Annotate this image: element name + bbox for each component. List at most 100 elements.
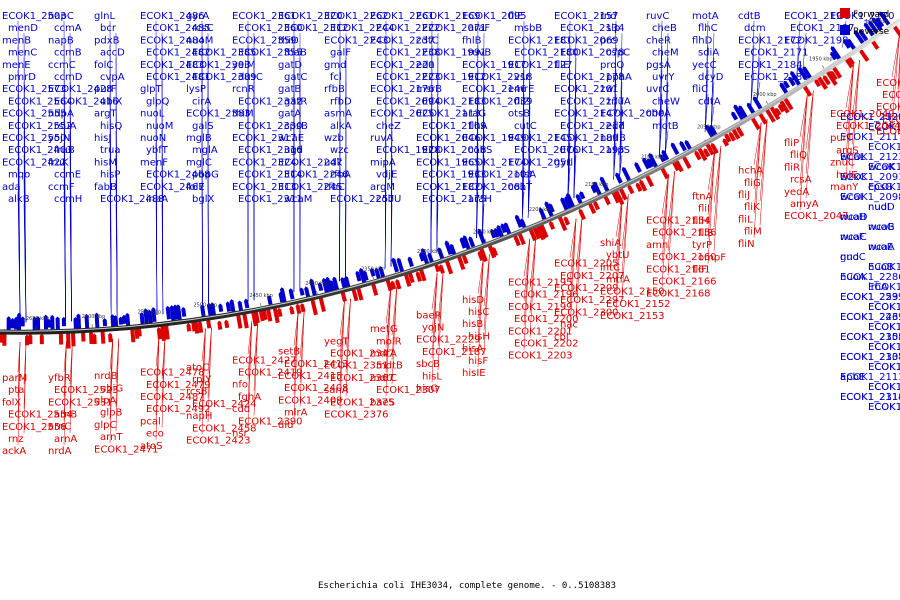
reverse-gene-label: wcaE bbox=[278, 133, 304, 144]
reverse-gene-label: gnd bbox=[840, 252, 859, 263]
reverse-gene-label: ECOK1_2069 bbox=[554, 35, 619, 46]
forward-gene-label: nrdA bbox=[48, 446, 72, 457]
reverse-gene-label: gatA bbox=[278, 109, 301, 120]
forward-gene-label: ECOK1_2202 bbox=[514, 339, 579, 350]
reverse-gene-label: ECOK1_2115 bbox=[868, 402, 900, 413]
reverse-gene-arrow bbox=[6, 316, 11, 332]
forward-gene-label: ECOK1_2196 bbox=[514, 290, 579, 301]
reverse-gene-label: araF bbox=[468, 23, 490, 34]
forward-gene-label: ECOK1_2351 bbox=[324, 361, 389, 372]
reverse-gene-arrow bbox=[599, 176, 610, 192]
scale-tick-label: 1950 kbp bbox=[809, 57, 833, 63]
reverse-gene-label: ugd bbox=[284, 145, 303, 156]
reverse-gene-arrow bbox=[288, 288, 295, 300]
scale-tick-label: 2000 kbp bbox=[753, 92, 777, 98]
reverse-gene-label: rsuA bbox=[54, 121, 77, 132]
scale-tick bbox=[653, 163, 656, 167]
reverse-gene-label: ECOK1_2046 bbox=[416, 133, 481, 144]
forward-gene-label: manY bbox=[830, 182, 859, 193]
forward-callout-line bbox=[431, 272, 438, 310]
reverse-gene-label: ECOK1_2290 bbox=[868, 282, 900, 293]
reverse-gene-arrow bbox=[304, 286, 311, 298]
reverse-gene-arrow bbox=[299, 287, 305, 296]
reverse-gene-label: ECOK1_2000 bbox=[600, 109, 665, 120]
forward-callout-line bbox=[109, 338, 113, 444]
reverse-gene-label: ECOK1_2102 bbox=[868, 362, 900, 373]
reverse-gene-label: ECOK1_2552 bbox=[8, 121, 73, 132]
reverse-gene-arrow bbox=[46, 318, 51, 328]
reverse-gene-arrow bbox=[139, 312, 145, 327]
forward-callout-line bbox=[759, 118, 768, 177]
reverse-gene-arrow bbox=[752, 96, 764, 112]
reverse-callout-line bbox=[710, 81, 715, 129]
reverse-callout-line bbox=[704, 69, 709, 132]
forward-callout-line bbox=[483, 254, 490, 307]
reverse-gene-label: argT bbox=[94, 109, 117, 120]
reverse-gene-label: ECOK1_2081 bbox=[462, 182, 527, 193]
reverse-gene-label: pmrD bbox=[8, 72, 36, 83]
reverse-callout-line bbox=[476, 191, 479, 238]
reverse-gene-label: ccmD bbox=[54, 72, 83, 83]
forward-gene-arrow bbox=[108, 332, 113, 343]
forward-callout-line bbox=[851, 60, 860, 169]
reverse-callout-line bbox=[619, 155, 623, 177]
reverse-gene-arrow bbox=[427, 252, 434, 263]
reverse-gene-arrow bbox=[621, 167, 632, 182]
reverse-callout-line bbox=[390, 203, 393, 267]
reverse-gene-label: eda bbox=[416, 60, 435, 71]
forward-callout-line bbox=[293, 311, 299, 346]
reverse-gene-label: pbpG bbox=[192, 170, 219, 181]
reverse-gene-label: ECOK1_1991 bbox=[422, 48, 487, 59]
reverse-gene-label: cobS bbox=[468, 145, 492, 156]
forward-callout-line bbox=[569, 218, 577, 258]
forward-callout-line bbox=[845, 64, 854, 157]
scale-tick-label: 2300 kbp bbox=[417, 249, 441, 255]
scale-tick bbox=[822, 65, 825, 69]
reverse-gene-label: folE bbox=[186, 182, 205, 193]
forward-callout-line bbox=[385, 287, 392, 397]
forward-gene-label: molR bbox=[376, 336, 402, 347]
reverse-gene-label: prc bbox=[600, 35, 616, 46]
forward-gene-arrow bbox=[822, 75, 831, 86]
forward-callout-line bbox=[483, 254, 490, 355]
reverse-swatch bbox=[840, 25, 850, 35]
forward-gene-label: mdtA bbox=[370, 349, 397, 360]
reverse-gene-label: ECOK1_2180 bbox=[514, 48, 579, 59]
reverse-gene-label: wcaA bbox=[868, 242, 895, 253]
forward-callout-line bbox=[477, 256, 484, 294]
forward-callout-line bbox=[529, 236, 537, 289]
reverse-gene-arrow bbox=[391, 257, 400, 273]
forward-callout-line bbox=[247, 320, 253, 355]
forward-gene-arrow bbox=[710, 143, 719, 155]
reverse-gene-label: lysP bbox=[186, 84, 206, 95]
forward-callout-line bbox=[799, 94, 808, 186]
forward-callout-line bbox=[529, 236, 537, 338]
reverse-gene-label: folC bbox=[94, 60, 113, 71]
reverse-gene-label: cutC bbox=[514, 121, 537, 132]
forward-gene-label: ECOK1_2367 bbox=[330, 373, 395, 384]
forward-callout-line bbox=[615, 197, 623, 311]
reverse-gene-label: rcnR bbox=[232, 84, 255, 95]
reverse-gene-label: ECOK1_2172 bbox=[738, 35, 803, 46]
forward-gene-label: ECOK1_2195 bbox=[508, 278, 573, 289]
reverse-gene-label: zwf bbox=[600, 84, 617, 95]
scale-tick bbox=[765, 100, 768, 104]
forward-callout-line bbox=[753, 122, 762, 238]
forward-gene-label: ECOK1_2554 bbox=[8, 410, 73, 421]
reverse-gene-label: nuoL bbox=[140, 109, 165, 120]
forward-callout-line bbox=[201, 328, 206, 435]
scale-tick-label: 2350 kbp bbox=[361, 266, 385, 272]
forward-gene-label: ECOK1_2168 bbox=[646, 289, 711, 300]
reverse-callout-line bbox=[567, 142, 571, 201]
reverse-gene-label: pphA bbox=[606, 72, 632, 83]
forward-callout-line bbox=[891, 32, 900, 126]
forward-gene-label: hisF bbox=[468, 356, 488, 367]
reverse-gene-arrow bbox=[648, 153, 659, 170]
reverse-gene-label: hisJ bbox=[94, 133, 111, 144]
forward-callout-line bbox=[661, 174, 669, 215]
scale-tick-label: 2600 kbp bbox=[82, 314, 106, 320]
reverse-gene-label: ECOK1_2359 bbox=[232, 35, 297, 46]
scale-tick-label: 2100 kbp bbox=[641, 155, 665, 161]
reverse-gene-arrow bbox=[679, 141, 687, 152]
reverse-gene-label: ECOK1_2310 bbox=[868, 382, 900, 393]
